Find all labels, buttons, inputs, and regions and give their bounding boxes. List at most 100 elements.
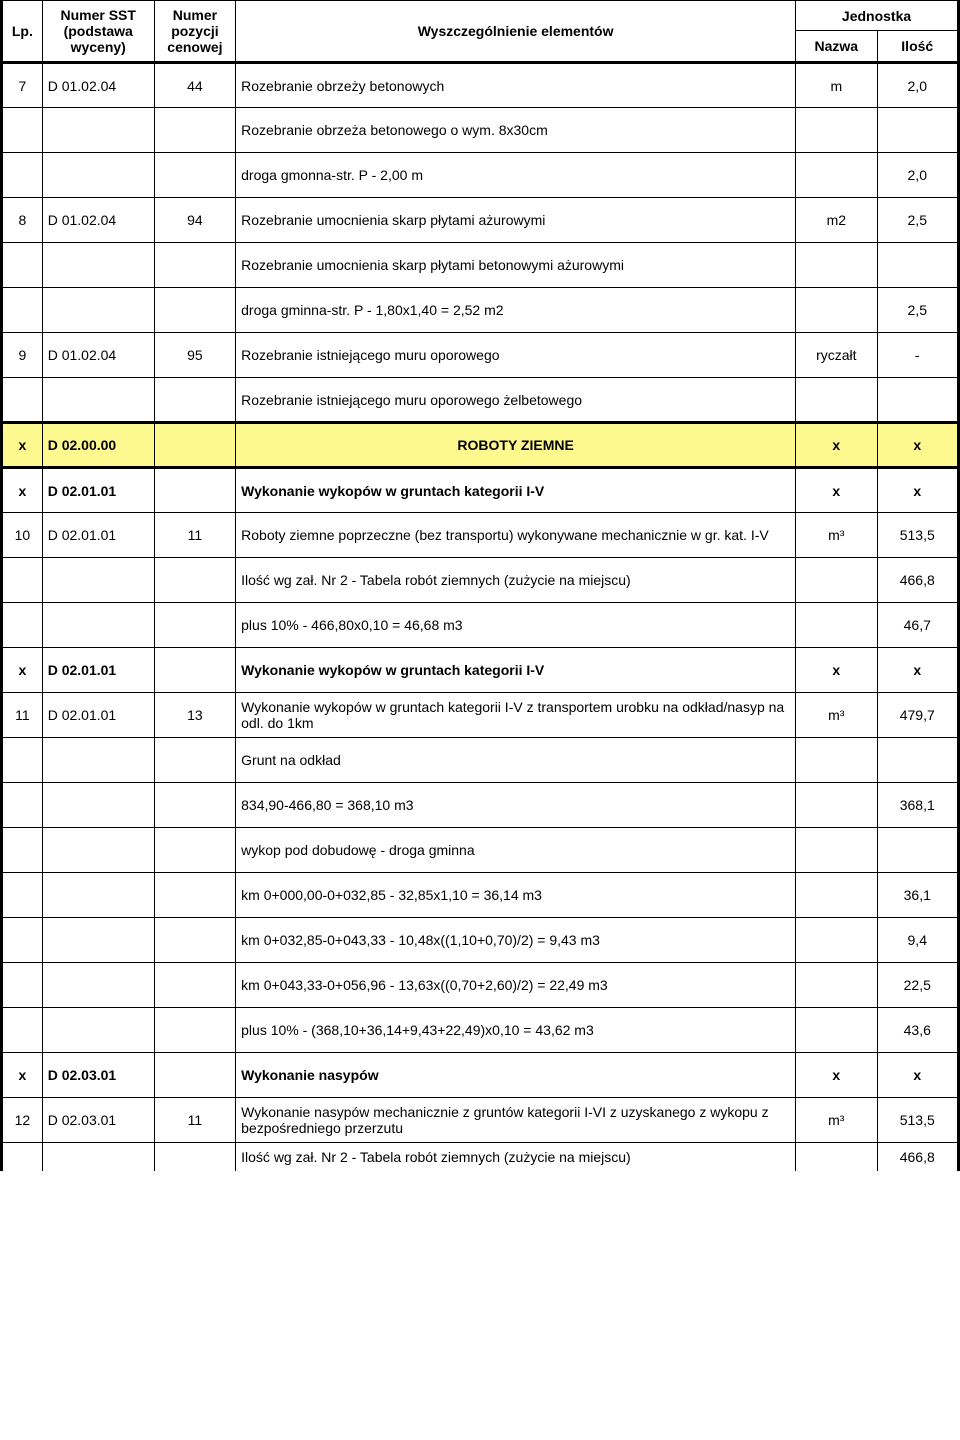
cell-desc: Wykonanie wykopów w gruntach kategorii I… <box>236 468 796 513</box>
cell-unit: x <box>796 1053 877 1098</box>
cell-qty: 2,5 <box>877 288 958 333</box>
cell-unit <box>796 873 877 918</box>
cell-desc: km 0+043,33-0+056,96 - 13,63x((0,70+2,60… <box>236 963 796 1008</box>
cell-unit: m2 <box>796 198 877 243</box>
cell-lp <box>2 783 43 828</box>
cell-desc: Wykonanie wykopów w gruntach kategorii I… <box>236 693 796 738</box>
cell-desc: Ilość wg zał. Nr 2 - Tabela robót ziemny… <box>236 1143 796 1172</box>
cell-lp: 8 <box>2 198 43 243</box>
table-row: km 0+043,33-0+056,96 - 13,63x((0,70+2,60… <box>2 963 959 1008</box>
cell-num: 95 <box>154 333 235 378</box>
table-row: droga gminna-str. P - 1,80x1,40 = 2,52 m… <box>2 288 959 333</box>
cell-desc: km 0+032,85-0+043,33 - 10,48x((1,10+0,70… <box>236 918 796 963</box>
cell-qty: - <box>877 333 958 378</box>
cell-desc: Rozebranie umocnienia skarp płytami beto… <box>236 243 796 288</box>
cell-unit: x <box>796 423 877 468</box>
cell-qty <box>877 108 958 153</box>
header-num: Numer pozycji cenowej <box>154 1 235 63</box>
cell-lp <box>2 828 43 873</box>
cell-desc: droga gmonna-str. P - 2,00 m <box>236 153 796 198</box>
cell-lp <box>2 963 43 1008</box>
cell-unit <box>796 243 877 288</box>
cell-qty: 46,7 <box>877 603 958 648</box>
cell-qty: 9,4 <box>877 918 958 963</box>
cell-sst: D 02.01.01 <box>42 513 154 558</box>
table-row: wykop pod dobudowę - droga gminna <box>2 828 959 873</box>
cell-num <box>154 963 235 1008</box>
cell-desc: plus 10% - (368,10+36,14+9,43+22,49)x0,1… <box>236 1008 796 1053</box>
cell-lp: x <box>2 423 43 468</box>
cell-sst <box>42 108 154 153</box>
cell-num <box>154 108 235 153</box>
cell-unit <box>796 1008 877 1053</box>
table-header: Lp. Numer SST (podstawa wyceny) Numer po… <box>2 1 959 63</box>
cell-num <box>154 1143 235 1172</box>
cell-desc: 834,90-466,80 = 368,10 m3 <box>236 783 796 828</box>
cell-lp <box>2 873 43 918</box>
cell-desc: Rozebranie istniejącego muru oporowego ż… <box>236 378 796 423</box>
table-row: 8D 01.02.0494Rozebranie umocnienia skarp… <box>2 198 959 243</box>
cell-num <box>154 1053 235 1098</box>
cell-unit: m <box>796 63 877 108</box>
cell-num: 11 <box>154 1098 235 1143</box>
cell-qty: 43,6 <box>877 1008 958 1053</box>
cell-lp <box>2 378 43 423</box>
table-row: Rozebranie umocnienia skarp płytami beto… <box>2 243 959 288</box>
header-unit-qty: Ilość <box>877 31 958 63</box>
cell-lp: x <box>2 1053 43 1098</box>
table-row: droga gmonna-str. P - 2,00 m2,0 <box>2 153 959 198</box>
cell-sst <box>42 1008 154 1053</box>
table-row: Rozebranie istniejącego muru oporowego ż… <box>2 378 959 423</box>
cell-qty: 22,5 <box>877 963 958 1008</box>
header-sst: Numer SST (podstawa wyceny) <box>42 1 154 63</box>
cell-sst <box>42 603 154 648</box>
cell-desc: plus 10% - 466,80x0,10 = 46,68 m3 <box>236 603 796 648</box>
cell-desc: Rozebranie umocnienia skarp płytami ażur… <box>236 198 796 243</box>
cell-unit <box>796 783 877 828</box>
cell-lp: x <box>2 648 43 693</box>
cell-num <box>154 648 235 693</box>
cell-qty: 2,0 <box>877 63 958 108</box>
cell-num: 44 <box>154 63 235 108</box>
cell-lp: x <box>2 468 43 513</box>
table-row: Grunt na odkład <box>2 738 959 783</box>
cell-desc: Rozebranie obrzeża betonowego o wym. 8x3… <box>236 108 796 153</box>
cell-qty: 368,1 <box>877 783 958 828</box>
cell-desc: Wykonanie nasypów mechanicznie z gruntów… <box>236 1098 796 1143</box>
cell-unit: x <box>796 648 877 693</box>
cell-sst <box>42 783 154 828</box>
header-lp: Lp. <box>2 1 43 63</box>
cell-qty: 479,7 <box>877 693 958 738</box>
table-row: 12D 02.03.0111Wykonanie nasypów mechanic… <box>2 1098 959 1143</box>
cell-unit <box>796 1143 877 1172</box>
cell-lp <box>2 918 43 963</box>
table-row: 7D 01.02.0444Rozebranie obrzeży betonowy… <box>2 63 959 108</box>
cell-lp <box>2 1008 43 1053</box>
cell-qty: 466,8 <box>877 1143 958 1172</box>
cell-qty: 513,5 <box>877 513 958 558</box>
cell-num <box>154 783 235 828</box>
cell-sst: D 01.02.04 <box>42 63 154 108</box>
cell-lp: 10 <box>2 513 43 558</box>
cell-qty: x <box>877 423 958 468</box>
table-row: km 0+032,85-0+043,33 - 10,48x((1,10+0,70… <box>2 918 959 963</box>
table-row: xD 02.00.00ROBOTY ZIEMNExx <box>2 423 959 468</box>
table-body: 7D 01.02.0444Rozebranie obrzeży betonowy… <box>2 63 959 1172</box>
cell-lp <box>2 108 43 153</box>
table-row: xD 02.03.01Wykonanie nasypówxx <box>2 1053 959 1098</box>
cell-sst: D 02.00.00 <box>42 423 154 468</box>
cell-num: 11 <box>154 513 235 558</box>
cell-num <box>154 153 235 198</box>
cell-sst <box>42 243 154 288</box>
cell-qty: 466,8 <box>877 558 958 603</box>
table-row: Ilość wg zał. Nr 2 - Tabela robót ziemny… <box>2 1143 959 1172</box>
cell-qty <box>877 243 958 288</box>
cell-sst <box>42 288 154 333</box>
cell-sst <box>42 558 154 603</box>
cell-unit <box>796 738 877 783</box>
cell-sst <box>42 1143 154 1172</box>
table-row: km 0+000,00-0+032,85 - 32,85x1,10 = 36,1… <box>2 873 959 918</box>
cell-unit: ryczałt <box>796 333 877 378</box>
cell-lp <box>2 243 43 288</box>
cell-desc: Wykonanie nasypów <box>236 1053 796 1098</box>
